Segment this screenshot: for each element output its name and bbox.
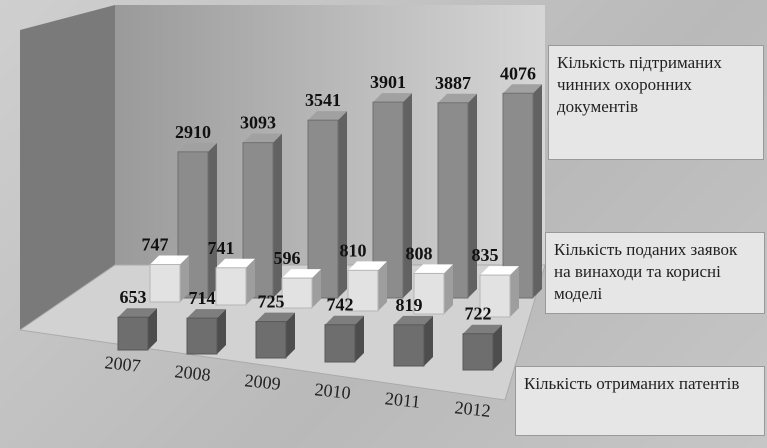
data-label: 725 <box>258 292 285 312</box>
bar <box>255 321 287 359</box>
data-label: 835 <box>472 245 499 265</box>
bar-top <box>325 315 364 325</box>
bar <box>479 274 511 318</box>
bar-top <box>348 261 387 271</box>
bar-side <box>510 266 519 317</box>
bar-top <box>243 133 282 143</box>
bar-side <box>403 93 412 298</box>
bar-side <box>533 84 542 298</box>
bar-top <box>414 264 453 274</box>
legend-item: Кількість отриманих патентів <box>515 366 765 436</box>
bar-side <box>355 315 364 362</box>
bar-side <box>208 142 217 298</box>
bar-top <box>438 93 477 103</box>
bar-top <box>373 93 412 103</box>
bar-side <box>180 255 189 302</box>
bar-side <box>273 133 282 298</box>
x-tick-label: 2009 <box>244 370 282 394</box>
bar-top <box>394 315 433 325</box>
x-tick-label: 2011 <box>384 388 421 412</box>
data-label: 741 <box>208 238 235 258</box>
bar-side <box>424 315 433 366</box>
data-label: 3887 <box>435 73 471 93</box>
bar-top <box>463 324 502 334</box>
data-label: 2910 <box>175 122 211 142</box>
data-label: 714 <box>189 288 216 308</box>
bar-top <box>480 266 519 276</box>
bar-top <box>256 312 295 322</box>
data-label: 810 <box>340 240 367 260</box>
legend-item: Кількість поданих заявок на винаходи та … <box>545 232 765 314</box>
bar <box>149 263 181 303</box>
bar <box>502 92 534 299</box>
bar-side <box>493 324 502 370</box>
left-wall <box>20 5 115 330</box>
bar <box>281 277 313 309</box>
bar-side <box>338 111 347 298</box>
data-label: 747 <box>142 234 169 254</box>
bar <box>413 272 445 315</box>
x-tick-label: 2008 <box>174 361 212 385</box>
bar-side <box>286 312 295 358</box>
data-label: 596 <box>274 248 301 268</box>
bar <box>186 317 218 355</box>
data-label: 3541 <box>305 90 341 110</box>
bar-top <box>118 308 157 318</box>
data-label: 819 <box>396 295 423 315</box>
data-label: 3901 <box>370 72 406 92</box>
bar <box>324 324 356 363</box>
data-label: 4076 <box>500 63 536 83</box>
bar <box>117 316 149 351</box>
bar-top <box>282 269 321 279</box>
data-label: 3093 <box>240 113 276 133</box>
data-label: 808 <box>406 243 433 263</box>
bar <box>347 269 379 312</box>
bar-side <box>444 264 453 314</box>
x-tick-label: 2012 <box>454 397 492 421</box>
bar-side <box>378 261 387 311</box>
bar-side <box>468 93 477 298</box>
legend-item: Кількість підтриманих чинних охоронних д… <box>548 45 764 160</box>
bar-top <box>150 255 189 265</box>
bar <box>307 119 339 299</box>
data-label: 742 <box>327 295 354 315</box>
bar-top <box>308 111 347 121</box>
bar-top <box>178 142 217 152</box>
x-tick-label: 2007 <box>104 352 142 376</box>
bar-side <box>217 309 226 354</box>
data-label: 722 <box>465 304 492 324</box>
bar-top <box>187 309 226 319</box>
bar-top <box>503 84 542 94</box>
bar <box>393 324 425 367</box>
bar-side <box>246 258 255 305</box>
bar <box>242 142 274 299</box>
data-label: 653 <box>120 287 147 307</box>
bar-top <box>216 258 255 268</box>
bar-side <box>312 269 321 308</box>
x-tick-label: 2010 <box>314 379 352 403</box>
bar-side <box>148 308 157 350</box>
bar <box>462 333 494 371</box>
bar <box>215 267 247 306</box>
